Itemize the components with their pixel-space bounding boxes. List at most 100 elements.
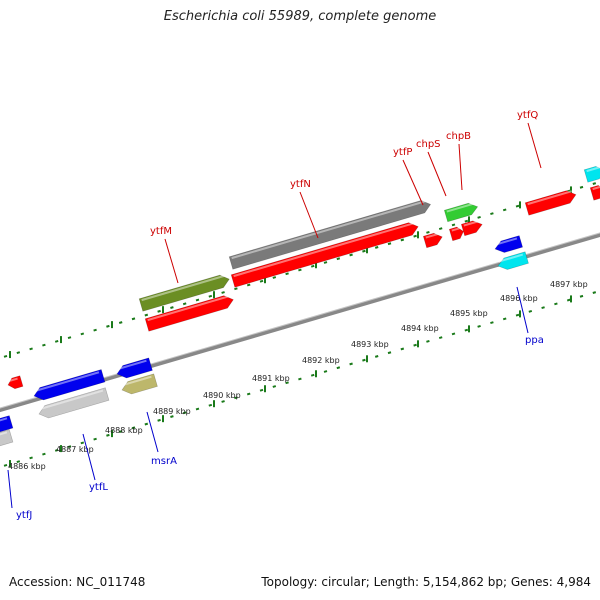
kbp-label: 4890 kbp (203, 391, 241, 400)
chpB-arrow[interactable] (460, 219, 484, 237)
inner-track-dot (515, 313, 520, 317)
outer-track-dot (234, 287, 238, 291)
kbp-label: 4894 kbp (401, 324, 439, 333)
outer-track-dot (464, 219, 469, 223)
inner-track-dot (170, 415, 174, 418)
inner-track-dot (144, 422, 149, 426)
outer-track-dot (592, 182, 597, 185)
gene-leader-line (82, 433, 96, 481)
gene-label[interactable]: ytfL (89, 482, 108, 493)
edge-red-arrow[interactable] (589, 184, 600, 201)
outer-track-dot (182, 302, 187, 306)
outer-track-dot (285, 272, 289, 276)
outer-track-dot (477, 215, 481, 219)
inner-track-dot (400, 347, 405, 351)
gene-label[interactable]: ppa (525, 335, 544, 346)
gene-leader-line (458, 143, 463, 191)
ppa-arrow[interactable] (493, 235, 523, 255)
outer-track-dot (131, 317, 136, 321)
kbp-label: 4895 kbp (450, 309, 488, 318)
outer-track-dot (490, 212, 494, 216)
outer-track-dot (144, 313, 149, 317)
ytfJ-gray-fragment[interactable] (0, 429, 14, 449)
ytfQ-arrow[interactable] (524, 188, 578, 216)
gene-label[interactable]: ytfQ (517, 110, 538, 121)
inner-track-dot (413, 343, 417, 347)
inner-track-dot (374, 355, 379, 358)
ytfJ-arrow-fragment[interactable] (0, 415, 14, 435)
inner-track-dot (592, 291, 597, 294)
outer-track-dot (106, 324, 110, 328)
gene-leader-line (299, 191, 319, 239)
ytfN-box[interactable] (228, 198, 432, 270)
outer-track-dot (246, 283, 251, 287)
ytfM-box[interactable] (138, 273, 231, 312)
outer-track-dot (336, 257, 341, 261)
kbp-label: 4891 kbp (252, 374, 290, 383)
genome-summary-text: Topology: circular; Length: 5,154,862 bp… (261, 575, 591, 589)
inner-track-dot (3, 463, 8, 467)
inner-track-dot (541, 306, 545, 309)
inner-track-dot (93, 437, 97, 441)
kbp-label: 4896 kbp (500, 294, 538, 303)
outer-track-dot (451, 223, 456, 227)
gene-leader-line (516, 286, 529, 334)
inner-track-dot (54, 448, 59, 452)
outer-track-dot (387, 242, 392, 246)
kbp-label: 4892 kbp (302, 356, 340, 365)
ytfP-arrow[interactable] (422, 231, 444, 249)
inner-track-dot (42, 452, 46, 456)
outer-track-dot (323, 261, 328, 264)
inner-track-dot (67, 445, 72, 449)
small-red-fragment[interactable] (6, 375, 24, 390)
chpS-box[interactable] (443, 201, 479, 223)
ppa-cyan-box[interactable] (496, 251, 529, 272)
outer-track-dot (3, 354, 8, 358)
kbp-scale-labels: 4886 kbp 4887 kbp 4888 kbp 4889 kbp 4890 kbp… (8, 280, 588, 471)
ytfL-gray-box[interactable] (37, 387, 110, 420)
gene-label[interactable]: ytfN (290, 179, 311, 190)
ytfN-arrow[interactable] (230, 220, 420, 288)
msrA-arrow[interactable] (115, 357, 153, 380)
gene-leader-line (7, 469, 13, 509)
outer-track-dot (579, 185, 584, 189)
inner-track-dot (426, 340, 430, 343)
inner-track-dot (362, 358, 366, 362)
gene-label[interactable]: chpB (446, 131, 471, 142)
inner-track-dot (438, 336, 443, 340)
outer-track-dot (413, 234, 417, 238)
kbp-label: 4886 kbp (8, 462, 46, 471)
outer-track-dot (515, 204, 520, 208)
outer-track-dot (29, 347, 33, 351)
outer-track-dot (400, 238, 405, 242)
gene-label[interactable]: chpS (416, 139, 441, 150)
outer-track-dot (118, 321, 123, 324)
outer-track-dot (349, 253, 353, 257)
inner-track-dot (566, 298, 571, 302)
inner-track-dot (554, 302, 558, 306)
inner-track-dot (285, 381, 289, 385)
inner-track-dot (336, 366, 341, 370)
ytfM-arrow[interactable] (144, 293, 235, 332)
chpS-arrow[interactable] (448, 226, 465, 242)
ytfL-arrow[interactable] (32, 369, 106, 402)
inner-track-dot (234, 396, 238, 400)
gene-label[interactable]: msrA (151, 456, 177, 467)
inner-tick-track (3, 291, 597, 468)
inner-track-dot (387, 351, 392, 355)
gene-leader-line (527, 122, 542, 169)
edge-cyan-box[interactable] (583, 164, 600, 183)
gene-label[interactable]: ytfJ (16, 510, 32, 521)
outer-tick-track (3, 182, 597, 359)
gene-labels: ytfJ ytfL msrA ytfM ytfN ytfP chpS chpB ppa ytfQ (7, 110, 544, 521)
inner-track-dot (221, 400, 225, 403)
outer-track-dot (438, 227, 443, 231)
inner-track-dot (323, 370, 328, 373)
inner-track-dot (157, 418, 161, 422)
msrA-khaki-box[interactable] (120, 373, 158, 396)
gene-label[interactable]: ytfM (150, 226, 172, 237)
inner-track-dot (528, 309, 533, 313)
inner-track-dot (464, 328, 469, 332)
inner-track-dot (246, 392, 251, 396)
gene-label[interactable]: ytfP (393, 147, 412, 158)
